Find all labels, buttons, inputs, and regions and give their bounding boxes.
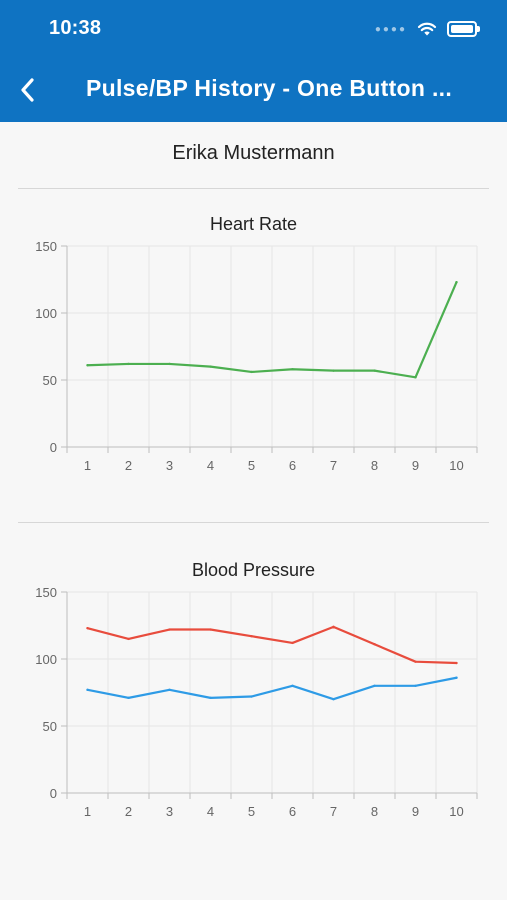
divider: [18, 522, 489, 523]
heart-rate-ytick-label: 50: [43, 373, 57, 388]
heart-rate-series-1-point: [414, 376, 417, 379]
blood-pressure-xtick-label: 10: [449, 804, 463, 819]
heart-rate-title: Heart Rate: [210, 214, 297, 234]
blood-pressure-chart: Blood Pressure 0 50 100 150 1 2 3 4 5 6 7 8 9 10: [0, 546, 507, 836]
heart-rate-series-1-point: [168, 362, 171, 366]
heart-rate-series-1-line: [86, 281, 458, 379]
blood-pressure-series-2-point: [250, 695, 253, 698]
divider: [18, 188, 489, 189]
blood-pressure-series-1-point: [455, 661, 458, 665]
blood-pressure-series-1-point: [250, 635, 253, 638]
blood-pressure-series-2-point: [332, 698, 335, 701]
heart-rate-series-1-point: [250, 370, 253, 374]
blood-pressure-ytick-label: 50: [43, 719, 57, 734]
heart-rate-xtick-label: 4: [207, 458, 214, 473]
chevron-left-icon: [21, 78, 34, 102]
blood-pressure-title: Blood Pressure: [192, 560, 315, 580]
blood-pressure-series-2-point: [168, 688, 171, 692]
blood-pressure-xtick-label: 3: [166, 804, 173, 819]
blood-pressure-xtick-label: 6: [289, 804, 296, 819]
heart-rate-ytick-label: 150: [35, 239, 57, 254]
heart-rate-series-1-point: [209, 365, 212, 368]
heart-rate-xtick-label: 6: [289, 458, 296, 473]
blood-pressure-series-1-point: [127, 637, 130, 641]
heart-rate-series-1-point: [291, 368, 294, 371]
heart-rate-xtick-label: 3: [166, 458, 173, 473]
blood-pressure-series-1-point: [209, 628, 212, 631]
blood-pressure-series-1-point: [373, 643, 376, 646]
blood-pressure-series-2-point: [291, 684, 294, 687]
wifi-icon: [417, 22, 437, 36]
blood-pressure-chart-svg: Blood Pressure 0 50 100 150 1 2 3 4 5 6 7 8 9 10: [35, 560, 478, 819]
heart-rate-xtick-label: 8: [371, 458, 378, 473]
status-icons: ●●●●: [374, 18, 480, 40]
blood-pressure-series-2-point: [414, 684, 417, 687]
back-button[interactable]: [16, 74, 44, 106]
heart-rate-xtick-label: 7: [330, 458, 337, 473]
blood-pressure-series-1-point: [332, 625, 335, 629]
signal-dots-icon: ●●●●: [374, 23, 407, 35]
blood-pressure-xtick-label: 5: [248, 804, 255, 819]
heart-rate-chart-svg: Heart Rate 0 50 100 150 1 2 3 4 5 6 7 8 9 10: [35, 214, 478, 473]
blood-pressure-xtick-label: 4: [207, 804, 214, 819]
heart-rate-series-1-point: [373, 369, 376, 372]
status-bar: 10:38 ●●●●: [0, 0, 507, 60]
blood-pressure-series-1-point: [86, 626, 89, 630]
blood-pressure-xtick-label: 7: [330, 804, 337, 819]
heart-rate-series-1-point: [332, 369, 335, 372]
heart-rate-xtick-label: 10: [449, 458, 463, 473]
app-bar: 10:38 ●●●● Pulse/BP History - One Button…: [0, 0, 507, 122]
heart-rate-ytick-label: 0: [50, 440, 57, 455]
blood-pressure-series-2-point: [455, 676, 458, 679]
blood-pressure-xtick-label: 1: [84, 804, 91, 819]
blood-pressure-series-2-point: [86, 688, 89, 692]
blood-pressure-xtick-label: 8: [371, 804, 378, 819]
blood-pressure-ytick-label: 0: [50, 786, 57, 801]
blood-pressure-series-2-line: [86, 676, 458, 701]
blood-pressure-series-1-point: [414, 660, 417, 663]
blood-pressure-series-2-point: [373, 684, 376, 687]
heart-rate-xtick-label: 9: [412, 458, 419, 473]
blood-pressure-xtick-label: 2: [125, 804, 132, 819]
heart-rate-xtick-label: 5: [248, 458, 255, 473]
heart-rate-xtick-label: 2: [125, 458, 132, 473]
page-title: Pulse/BP History - One Button ...: [86, 75, 453, 101]
blood-pressure-series-2-point: [209, 696, 212, 700]
blood-pressure-xtick-label: 9: [412, 804, 419, 819]
blood-pressure-series-1-point: [291, 641, 294, 645]
battery-icon: [447, 21, 480, 37]
blood-pressure-ytick-label: 100: [35, 652, 57, 667]
blood-pressure-series-2-point: [127, 696, 130, 700]
heart-rate-chart: Heart Rate 0 50 100 150 1 2 3 4 5 6 7 8 9 10: [0, 200, 507, 490]
heart-rate-series-1-point: [86, 364, 89, 367]
heart-rate-series-1-point: [127, 362, 130, 366]
blood-pressure-series-1-point: [168, 628, 171, 631]
patient-name: Erika Mustermann: [172, 142, 335, 164]
heart-rate-ytick-label: 100: [35, 306, 57, 321]
heart-rate-xtick-label: 1: [84, 458, 91, 473]
heart-rate-series-1-point: [455, 280, 458, 284]
blood-pressure-ytick-label: 150: [35, 585, 57, 600]
status-time: 10:38: [49, 17, 102, 39]
blood-pressure-series-1-line: [86, 625, 458, 665]
